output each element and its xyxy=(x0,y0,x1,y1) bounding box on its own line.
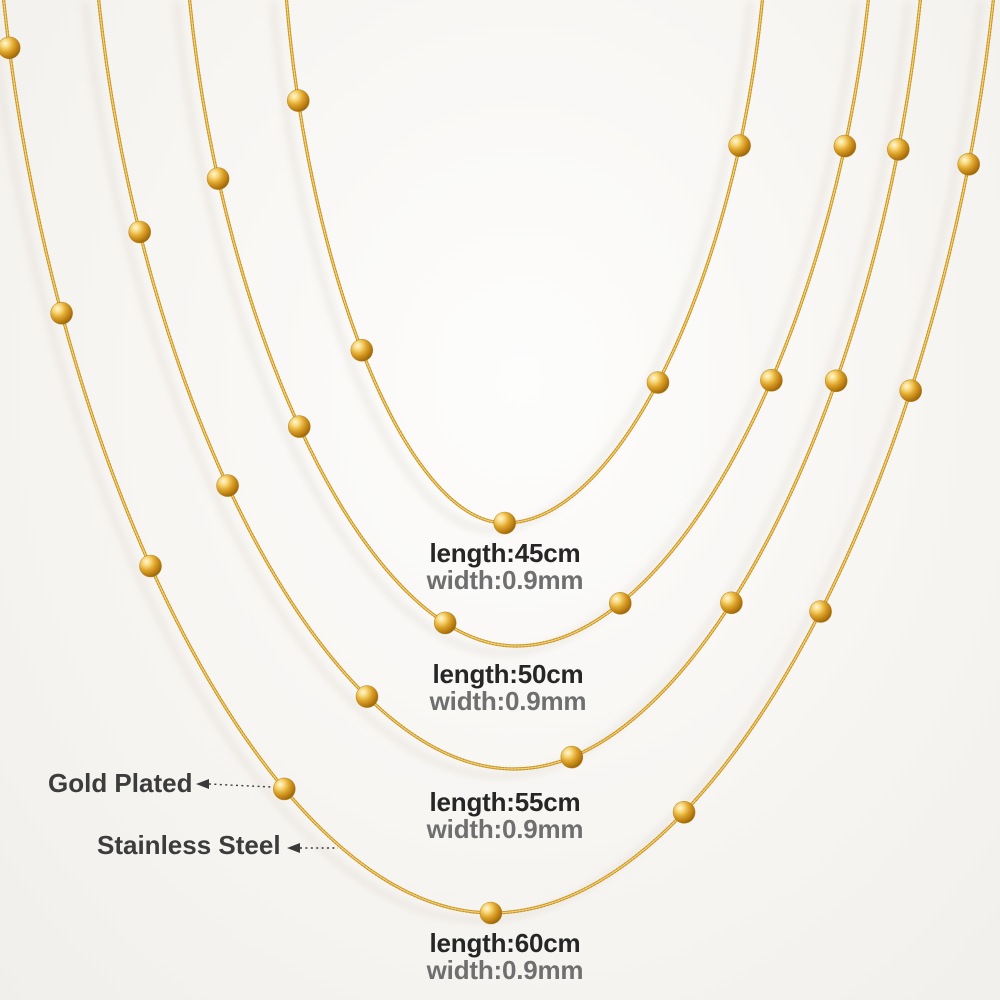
chain-shadow xyxy=(173,0,859,656)
gold-bead xyxy=(760,368,783,392)
gold-plated-arrow xyxy=(196,779,272,789)
chain-50cm xyxy=(173,0,870,656)
chain-highlight xyxy=(98,0,921,770)
chain-shadow xyxy=(270,0,753,533)
chain-60cm xyxy=(0,0,995,925)
size-label-50cm: length:50cm width:0.9mm xyxy=(430,661,587,715)
length-text: length:45cm xyxy=(429,538,581,568)
length-text: length:50cm xyxy=(432,659,584,689)
gold-bead xyxy=(0,36,21,60)
gold-bead xyxy=(350,338,374,362)
gold-bead xyxy=(957,153,981,176)
stainless-steel-arrow xyxy=(287,843,338,853)
chain-shadow xyxy=(0,0,984,923)
length-text: length:55cm xyxy=(429,787,581,817)
length-text: length:60cm xyxy=(429,928,581,958)
gold-bead xyxy=(728,134,751,157)
gold-bead xyxy=(809,600,832,623)
gold-bead xyxy=(272,777,296,801)
width-text: width:0.9mm xyxy=(426,814,584,844)
gold-bead xyxy=(824,369,848,393)
gold-bead xyxy=(608,591,632,615)
gold-bead xyxy=(206,167,230,190)
gold-bead xyxy=(720,591,743,615)
gold-bead xyxy=(355,685,379,708)
chain-45cm xyxy=(270,0,764,535)
width-text: width:0.9mm xyxy=(426,955,584,985)
gold-bead xyxy=(479,901,503,925)
gold-bead xyxy=(128,220,151,244)
dotted-leader-line xyxy=(208,783,272,788)
chain-55cm xyxy=(82,0,922,779)
gold-bead xyxy=(50,301,73,325)
chain-highlight xyxy=(189,0,869,647)
gold-bead xyxy=(493,511,517,535)
chain-shadow xyxy=(82,0,911,779)
left-arrowhead-icon xyxy=(287,843,300,853)
gold-bead xyxy=(433,611,457,635)
gold-bead xyxy=(646,371,670,394)
gold-bead xyxy=(139,554,162,578)
gold-bead xyxy=(286,89,310,112)
gold-plated-label: Gold Plated xyxy=(48,768,193,798)
gold-bead xyxy=(287,415,311,438)
gold-bead xyxy=(833,134,857,158)
size-label-45cm: length:45cm width:0.9mm xyxy=(427,540,584,594)
gold-bead xyxy=(899,379,923,403)
gold-bead xyxy=(560,745,584,769)
left-arrowhead-icon xyxy=(196,779,209,789)
size-label-55cm: length:55cm width:0.9mm xyxy=(427,789,584,843)
gold-bead xyxy=(216,474,239,497)
width-text: width:0.9mm xyxy=(429,686,587,716)
width-text: width:0.9mm xyxy=(426,565,584,595)
gold-bead xyxy=(886,138,910,161)
stainless-steel-label: Stainless Steel xyxy=(97,830,281,860)
gold-bead xyxy=(672,800,696,824)
size-label-60cm: length:60cm width:0.9mm xyxy=(427,930,584,984)
